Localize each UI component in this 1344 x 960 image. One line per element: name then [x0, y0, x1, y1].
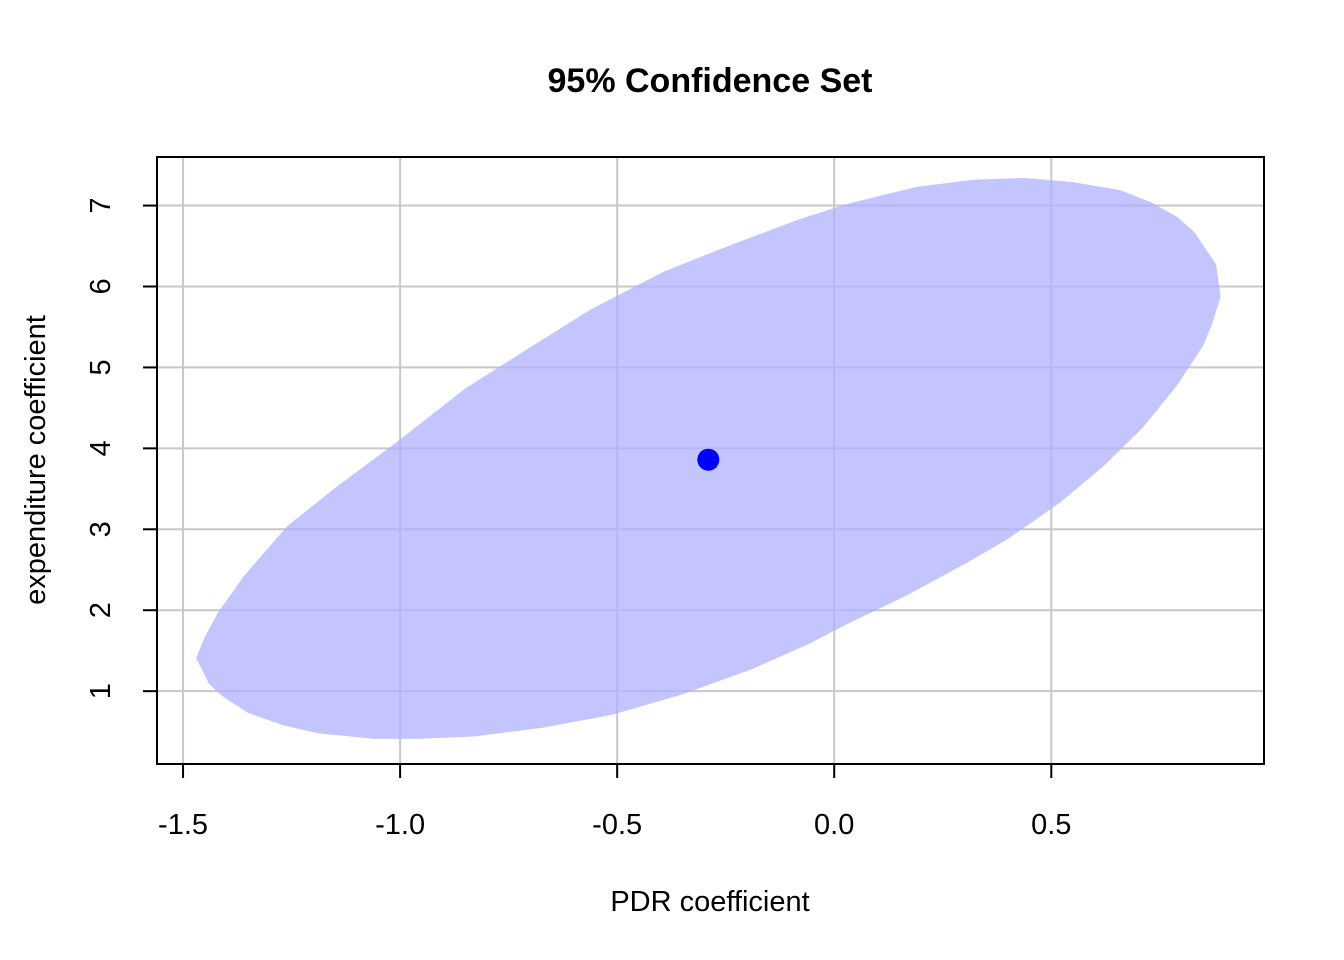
y-tick-label: 4 [85, 440, 117, 456]
x-tick-label: -1.0 [375, 809, 425, 841]
y-tick-label: 1 [85, 683, 117, 699]
y-tick-label: 3 [85, 521, 117, 537]
y-axis-label: expenditure coefficient [20, 315, 52, 605]
y-axis: 1 2 3 4 5 6 7 [85, 197, 158, 699]
x-tick-label: -1.5 [158, 809, 208, 841]
x-tick-label: 0.0 [814, 809, 854, 841]
y-tick-label: 6 [85, 278, 117, 294]
y-tick-label: 7 [85, 197, 117, 213]
x-axis: -1.5 -1.0 -0.5 0.0 0.5 [158, 763, 1071, 841]
x-tick-label: -0.5 [592, 809, 642, 841]
x-tick-label: 0.5 [1031, 809, 1071, 841]
chart-title: 95% Confidence Set [548, 62, 873, 100]
x-axis-label: PDR coefficient [610, 886, 809, 918]
point-estimate [697, 448, 720, 471]
y-tick-label: 2 [85, 602, 117, 618]
y-tick-label: 5 [85, 359, 117, 375]
